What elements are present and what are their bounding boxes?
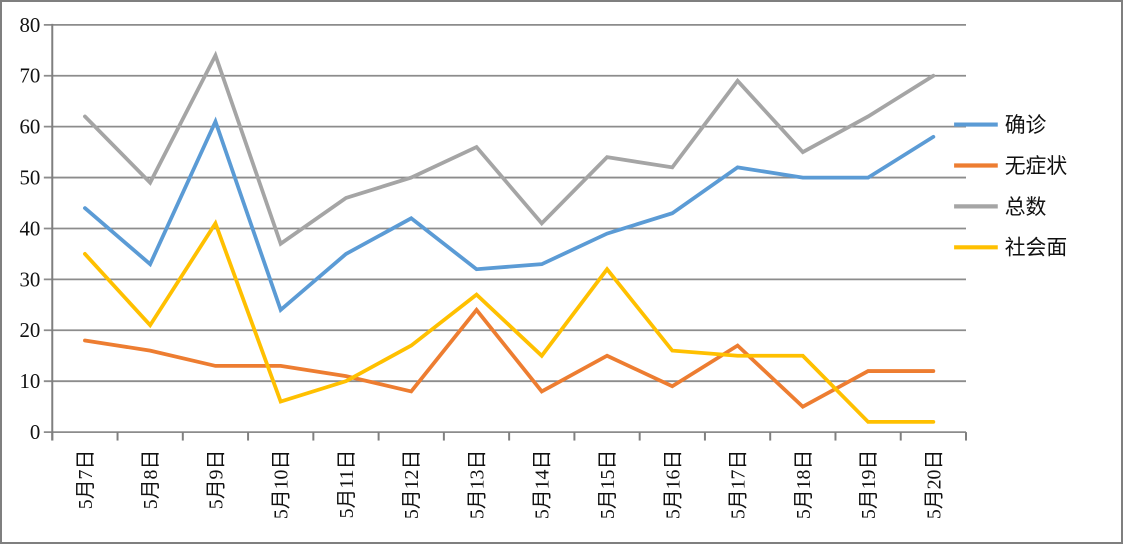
legend-label: 社会面 [1005,236,1067,260]
x-axis-label: 5月16日 [662,450,684,519]
y-axis-label: 70 [20,64,41,88]
legend-label: 总数 [1005,195,1047,219]
y-axis-label: 20 [20,318,41,342]
legend-label: 无症状 [1005,154,1068,178]
axes-group [51,23,967,441]
y-axis-label: 60 [20,115,41,139]
y-axis-label: 40 [20,216,41,240]
y-axis-label: 10 [20,369,41,393]
legend-item-2[interactable]: 总数 [954,195,1047,219]
x-axis-label: 5月10日 [271,450,293,519]
x-axis-label: 5月19日 [858,450,880,519]
x-axis-label: 5月14日 [532,450,554,519]
series-group [83,50,936,424]
x-axis-label: 5月18日 [793,450,815,519]
series-line-3[interactable] [83,219,936,424]
gridlines-group [43,23,967,434]
y-axis-label: 50 [20,166,41,190]
x-axis-label: 5月7日 [75,450,97,510]
x-axis-label: 5月20日 [923,450,945,519]
x-axis-label: 5月8日 [140,450,162,510]
legend-item-1[interactable]: 无症状 [954,154,1067,178]
legend-item-0[interactable]: 确诊 [954,113,1047,137]
legend-label: 确诊 [1005,113,1047,137]
x-axis-label: 5月17日 [728,450,750,519]
y-axis-label: 80 [20,13,41,37]
x-axis-label: 5月9日 [205,450,227,510]
x-axis-labels-group: 5月7日 5月8日 5月9日 5月10日 5月11日 5月12日 5月13日 5月14日 5月1… [75,450,945,519]
series-line-1[interactable] [83,306,936,410]
x-axis-label: 5月13日 [466,450,488,519]
series-line-2[interactable] [83,50,936,247]
y-axis-label: 0 [30,420,40,444]
series-line-0[interactable] [83,116,936,314]
legend-item-3[interactable]: 社会面 [954,236,1067,260]
y-axis-labels-group: 0 10 20 30 40 50 60 70 80 [20,13,41,444]
x-axis-label: 5月12日 [401,450,423,519]
y-axis-label: 30 [20,267,41,291]
x-axis-label: 5月15日 [597,450,619,519]
x-axis-label: 5月11日 [336,450,358,519]
